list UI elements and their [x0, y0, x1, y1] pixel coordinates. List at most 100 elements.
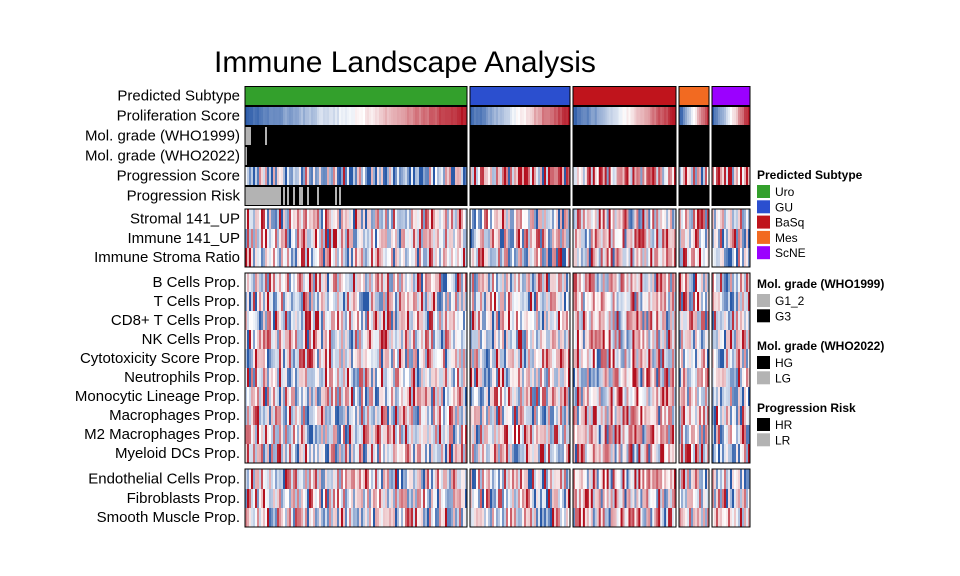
heat-cell — [736, 292, 739, 311]
heat-cell — [616, 387, 619, 406]
heat-cell — [664, 292, 667, 311]
heat-cell — [484, 489, 487, 508]
heat-cell — [538, 248, 541, 267]
heat-cell — [642, 229, 645, 248]
heat-cell — [323, 330, 326, 349]
heat-cell — [301, 330, 304, 349]
heat-cell — [666, 469, 669, 489]
heat-cell — [687, 209, 690, 229]
heat-cell — [395, 248, 398, 267]
heat-cell — [247, 106, 250, 126]
heat-cell — [474, 406, 477, 425]
heat-cell — [285, 292, 288, 311]
heat-cell — [478, 508, 481, 527]
heat-cell — [470, 387, 473, 406]
heat-cell — [588, 209, 592, 229]
heat-cell — [391, 508, 394, 527]
heat-cell — [606, 425, 610, 444]
heat-cell — [748, 166, 751, 186]
heat-cell — [536, 292, 539, 311]
heat-cell — [582, 406, 586, 425]
heat-cell — [299, 292, 302, 311]
heat-cell — [538, 311, 541, 330]
heat-cell — [381, 229, 384, 248]
heat-cell — [588, 166, 592, 186]
heat-cell — [494, 508, 497, 527]
heat-cell — [646, 311, 649, 330]
heat-cell — [269, 444, 272, 463]
heat-cell — [275, 106, 278, 126]
heat-cell — [693, 368, 696, 387]
heat-cell — [578, 489, 582, 508]
heat-cell — [482, 425, 485, 444]
heat-cell — [624, 106, 627, 126]
heat-cell — [530, 311, 533, 330]
heat-cell — [269, 368, 272, 387]
heat-cell — [441, 489, 444, 508]
heat-cell — [514, 469, 517, 489]
heat-cell — [339, 508, 342, 527]
heat-cell — [654, 330, 657, 349]
heat-cell — [417, 248, 420, 267]
heat-cell — [586, 330, 590, 349]
heat-cell — [624, 489, 627, 508]
heat-cell — [588, 229, 592, 248]
heat-cell — [660, 368, 663, 387]
heat-cell — [329, 368, 332, 387]
heat-cell — [465, 508, 468, 527]
heat-cell — [636, 406, 639, 425]
heat-cell — [740, 209, 743, 229]
heat-cell — [261, 209, 264, 229]
heat-cell — [746, 489, 749, 508]
heat-cell — [349, 387, 352, 406]
heat-cell — [596, 444, 600, 463]
heat-cell — [650, 489, 653, 508]
heat-cell — [249, 444, 252, 463]
heat-cell — [632, 292, 635, 311]
heat-cell — [716, 387, 719, 406]
heat-cell — [672, 106, 675, 126]
heat-cell — [630, 311, 633, 330]
heat-cell — [494, 444, 497, 463]
heat-cell — [558, 248, 561, 267]
heat-cell — [267, 508, 270, 527]
heat-cell — [309, 166, 312, 186]
legend-title: Progression Risk — [757, 401, 856, 415]
heat-cell — [459, 444, 462, 463]
heat-cell — [573, 368, 576, 387]
heat-cell — [691, 425, 694, 444]
heat-cell — [542, 387, 545, 406]
heat-cell — [600, 387, 604, 406]
heat-cell — [267, 330, 270, 349]
heat-cell — [325, 406, 328, 425]
heat-cell — [720, 229, 723, 248]
heat-cell — [297, 349, 300, 368]
heat-cell — [387, 311, 390, 330]
legend-swatch — [757, 230, 770, 244]
heat-cell — [325, 489, 328, 508]
heat-cell — [514, 166, 517, 186]
heat-cell — [313, 248, 316, 267]
heat-cell — [548, 508, 551, 527]
heat-cell — [425, 330, 428, 349]
heat-cell — [734, 330, 737, 349]
heat-cell — [247, 387, 250, 406]
heat-cell — [506, 106, 509, 126]
heat-cell — [429, 425, 432, 444]
heat-cell — [568, 292, 571, 311]
heat-cell — [365, 330, 368, 349]
heat-cell — [628, 209, 631, 229]
heat-cell — [666, 209, 669, 229]
heat-cell — [736, 489, 739, 508]
heat-cell — [359, 106, 362, 126]
heat-cell — [443, 489, 446, 508]
heat-cell — [670, 292, 673, 311]
heat-cell — [437, 292, 440, 311]
heat-cell — [407, 508, 410, 527]
heat-cell — [646, 106, 649, 126]
heat-cell — [636, 489, 639, 508]
heat-cell — [630, 368, 633, 387]
heat-cell — [504, 406, 507, 425]
heat-cell — [309, 248, 312, 267]
heat-cell — [373, 273, 376, 292]
